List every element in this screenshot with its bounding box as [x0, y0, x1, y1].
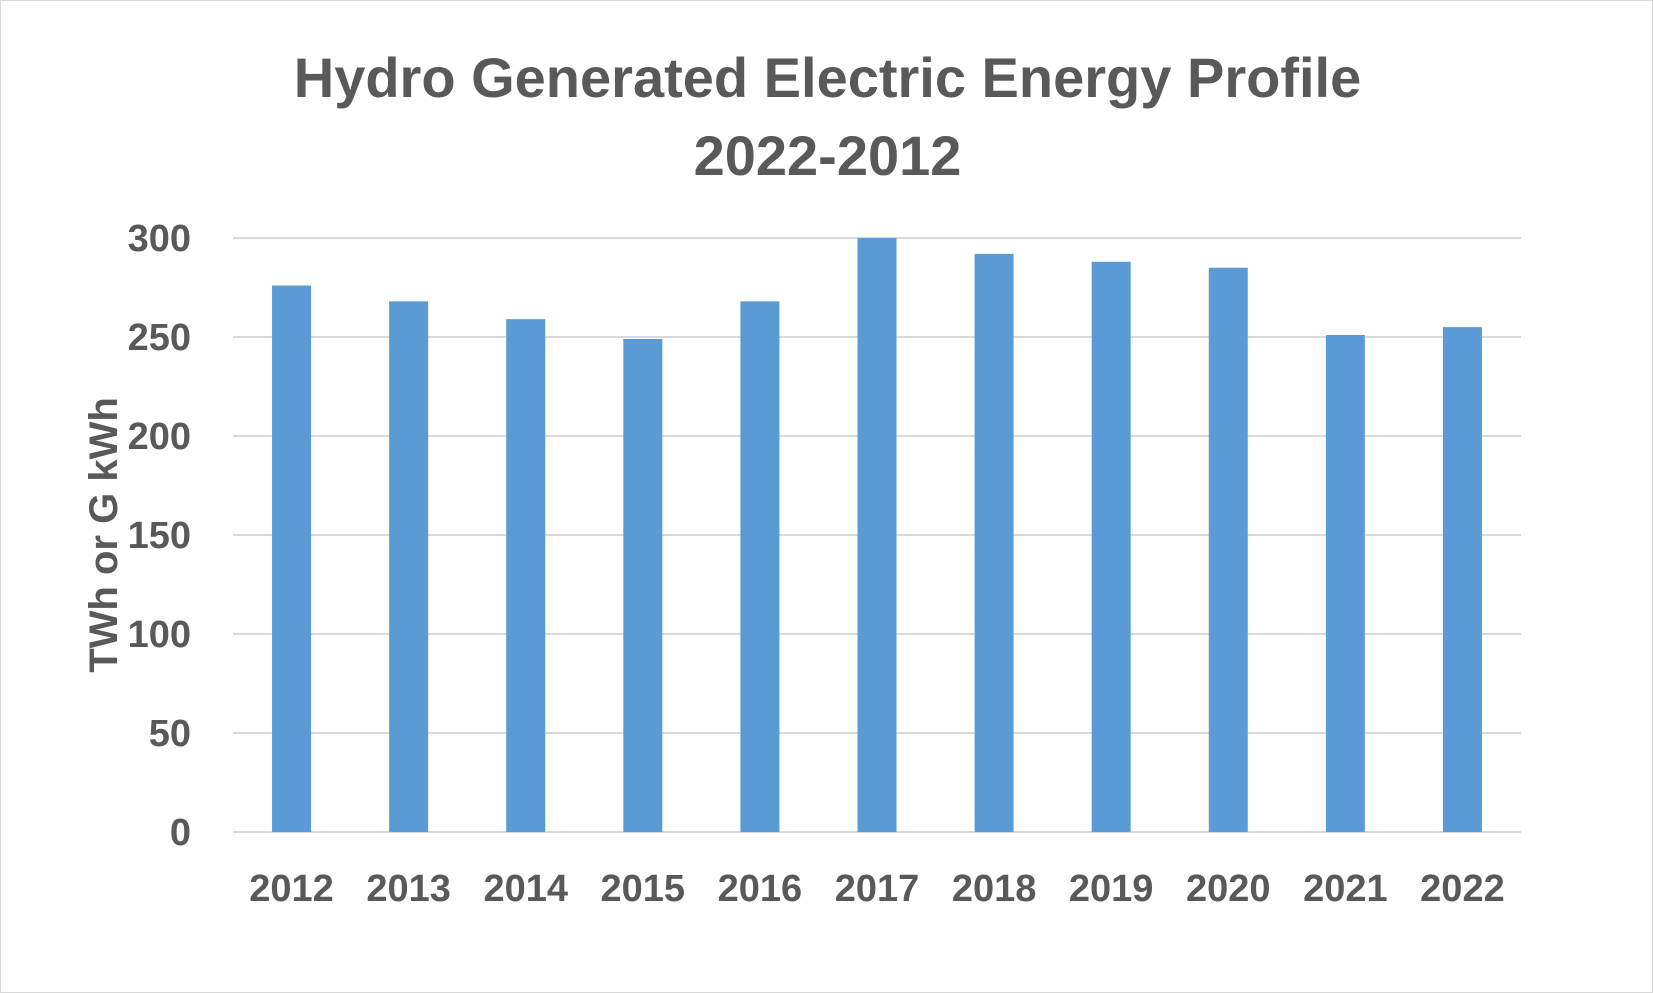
bar [1442, 327, 1482, 832]
bar [1208, 267, 1248, 832]
x-tick-label: 2020 [1186, 868, 1271, 910]
bar [272, 285, 312, 832]
y-tick-label: 150 [128, 515, 191, 557]
y-tick-label: 100 [128, 614, 191, 656]
bar [506, 319, 546, 832]
x-tick-label: 2022 [1420, 868, 1505, 910]
bar [974, 253, 1014, 833]
bar [857, 238, 897, 832]
x-tick-label: 2017 [835, 868, 920, 910]
x-tick-label: 2019 [1069, 868, 1154, 910]
y-tick-label: 0 [170, 812, 191, 854]
y-tick-label: 250 [128, 317, 191, 359]
x-tick-label: 2016 [718, 868, 803, 910]
chart-title: Hydro Generated Electric Energy Profile … [1, 39, 1653, 195]
y-tick-label: 200 [128, 416, 191, 458]
bar [623, 338, 663, 832]
bar [1091, 261, 1131, 832]
bar [1325, 335, 1365, 832]
x-tick-label: 2015 [601, 868, 686, 910]
y-tick-labels: 0 50 100 150 200 250 300 [128, 218, 191, 854]
y-axis-title: TWh or G kWh [82, 397, 126, 673]
y-tick-label: 50 [149, 713, 191, 755]
y-tick-label: 300 [128, 218, 191, 260]
chart-title-line1: Hydro Generated Electric Energy Profile [293, 46, 1362, 109]
x-tick-label: 2012 [249, 868, 334, 910]
x-tick-label: 2018 [952, 868, 1037, 910]
bar [389, 301, 429, 832]
x-tick-label: 2013 [366, 868, 451, 910]
chart-subtitle: 2022-2012 [693, 124, 962, 187]
x-tick-labels: 2012 2013 2014 2015 2016 2017 2018 2019 2020 2021… [249, 868, 1504, 910]
bar [740, 301, 780, 832]
bars [272, 238, 1482, 833]
x-tick-label: 2014 [483, 868, 568, 910]
x-tick-label: 2021 [1303, 868, 1388, 910]
